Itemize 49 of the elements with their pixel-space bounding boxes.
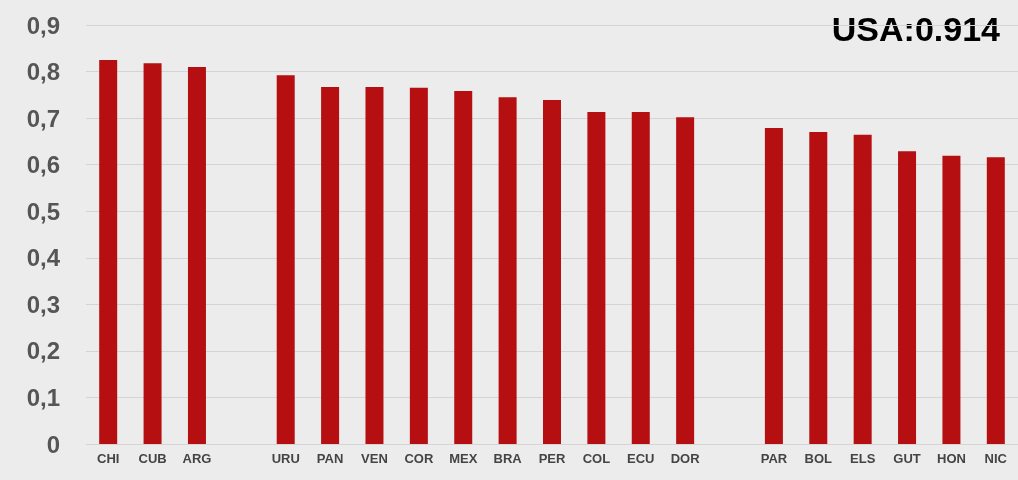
y-tick-label: 0,1 (26, 383, 60, 411)
bar (809, 132, 828, 444)
y-tick-label: 0,9 (26, 11, 60, 39)
bar (365, 86, 384, 444)
x-tick-label: ELS (850, 451, 876, 466)
bar (99, 59, 118, 444)
bar (853, 134, 872, 444)
annotation: USA:0.914 (831, 10, 1001, 48)
y-tick-label: 0,5 (26, 197, 60, 225)
y-tick-label: 0,4 (26, 244, 61, 272)
x-tick-label: PAR (760, 451, 788, 466)
bar (498, 97, 517, 444)
y-tick-label: 0,6 (26, 151, 60, 179)
bar (986, 157, 1005, 444)
x-tick-label: CHI (97, 451, 120, 466)
bar (898, 151, 917, 444)
x-tick-label: VEN (361, 451, 388, 466)
x-tick-label: ECU (627, 451, 655, 466)
y-tick-label: 0 (46, 430, 60, 458)
bar (942, 155, 961, 444)
y-tick-label: 0,2 (26, 337, 60, 365)
x-tick-label: DOR (670, 451, 701, 466)
x-tick-label: NIC (984, 451, 1008, 466)
bar (631, 112, 650, 444)
bar (764, 127, 783, 444)
bar (587, 112, 606, 444)
x-tick-label: PAN (316, 451, 344, 466)
x-tick-label: URU (271, 451, 300, 466)
bar (276, 75, 295, 444)
x-tick-label: PER (538, 451, 566, 466)
x-tick-label: MEX (449, 451, 478, 466)
bar (454, 91, 473, 444)
x-tick-label: CUB (138, 451, 167, 466)
x-tick-label: COL (582, 451, 611, 466)
y-tick-label: 0,3 (26, 290, 60, 318)
x-tick-label: BOL (804, 451, 833, 466)
bar (187, 66, 206, 444)
bar (543, 99, 561, 444)
x-tick-label: HON (936, 451, 966, 466)
y-tick-label: 0,8 (26, 58, 60, 86)
y-tick-label: 0,7 (26, 104, 60, 132)
bar (143, 63, 162, 444)
x-tick-label: BRA (493, 451, 523, 466)
x-tick-label: COR (404, 451, 434, 466)
bar (321, 86, 340, 444)
bar (409, 87, 428, 444)
bar (676, 117, 695, 444)
x-tick-label: GUT (893, 451, 921, 466)
x-tick-label: ARG (182, 451, 212, 466)
